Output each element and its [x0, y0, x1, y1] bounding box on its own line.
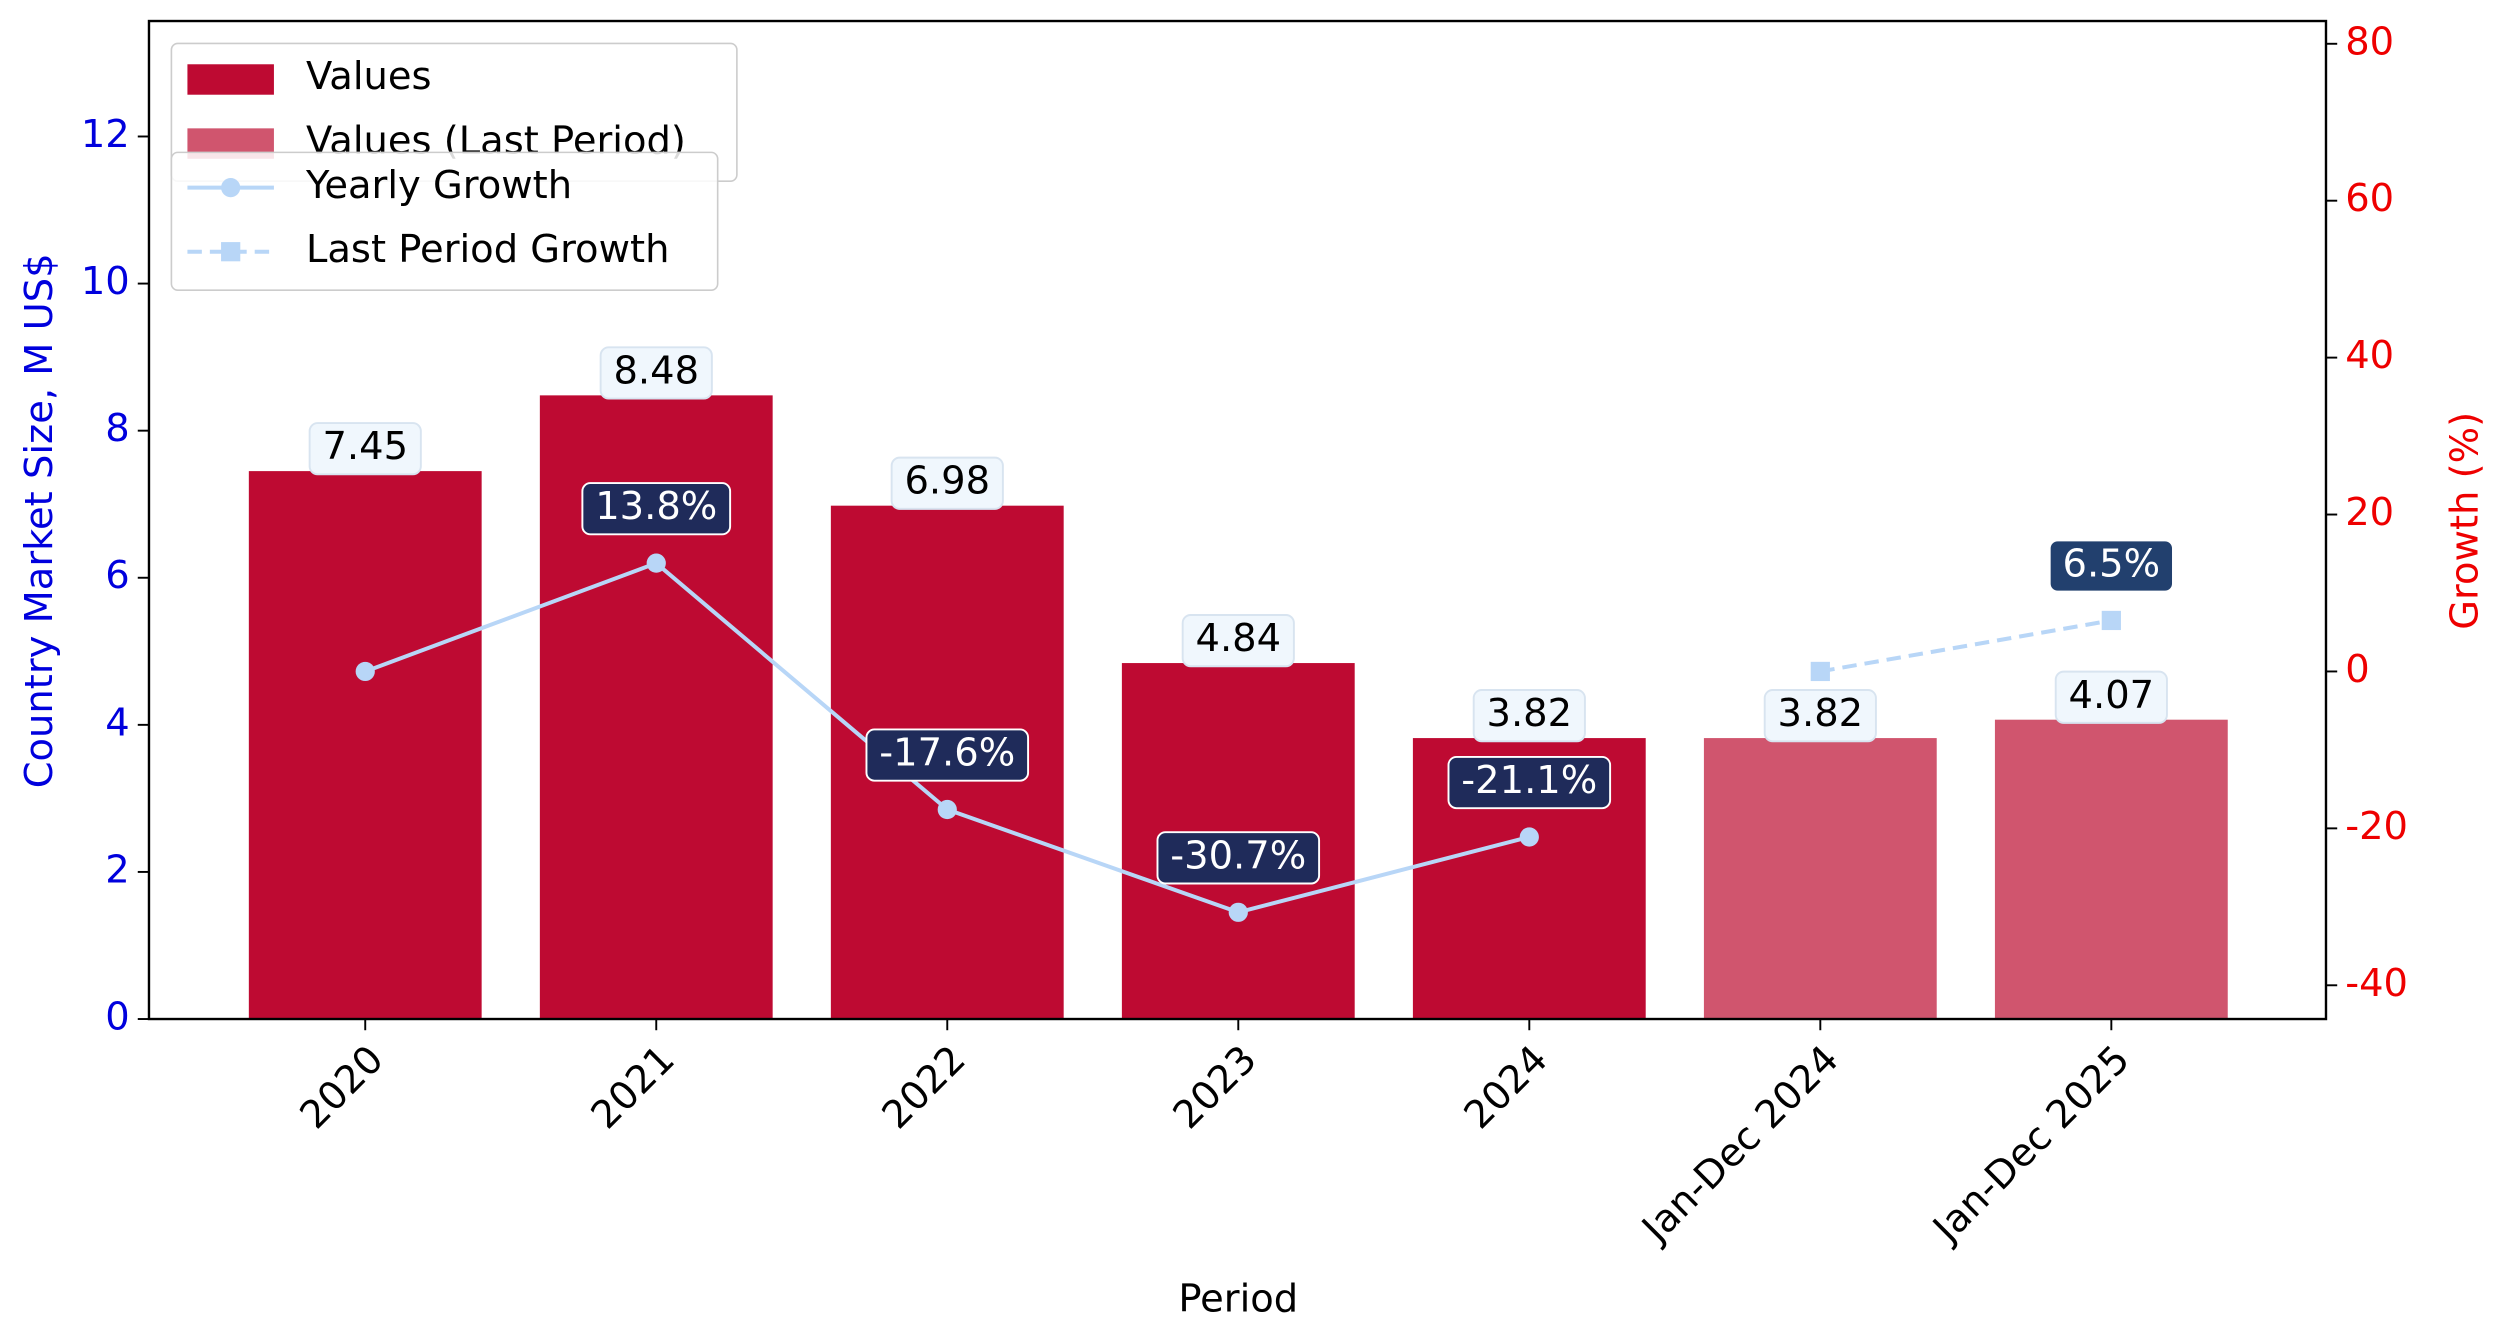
- bar: [1703, 738, 1937, 1020]
- data-label: 6.98: [890, 456, 1004, 510]
- x-axis-label: Period: [1178, 1276, 1298, 1321]
- label-box: [1447, 755, 1612, 810]
- marker: [1519, 827, 1539, 847]
- y-tick-label: 4: [105, 700, 129, 745]
- data-label-text: 6.5%: [2063, 541, 2161, 586]
- data-label: 8.48: [599, 346, 713, 400]
- legend-label: Values: [306, 54, 432, 99]
- data-label-text: 3.82: [1487, 691, 1573, 736]
- data-label: -30.7%: [1156, 831, 1321, 885]
- data-label-text: 6.98: [904, 459, 990, 504]
- marker: [2101, 610, 2121, 631]
- legend-swatch: [187, 64, 274, 95]
- data-label-text: -30.7%: [1170, 833, 1306, 878]
- y-tick-label: 2: [105, 847, 129, 892]
- data-label: 13.8%: [581, 482, 732, 536]
- data-label-text: 13.8%: [595, 484, 717, 529]
- marker: [355, 661, 375, 682]
- data-label-text: -17.6%: [879, 731, 1015, 776]
- data-label: 3.82: [1472, 689, 1586, 743]
- data-label-text: 7.45: [322, 424, 408, 469]
- label-box: [865, 728, 1030, 782]
- data-label: 6.5%: [2048, 539, 2174, 593]
- data-label: -21.1%: [1447, 755, 1612, 810]
- marker: [937, 799, 957, 820]
- label-box: [2048, 539, 2174, 593]
- y2-tick-label: 20: [2345, 490, 2394, 535]
- label-box: [599, 346, 713, 400]
- y2-tick-label: 0: [2345, 647, 2369, 692]
- y2-tick-label: 80: [2345, 19, 2394, 64]
- y2-tick-label: 60: [2345, 176, 2394, 221]
- legend-label: Last Period Growth: [306, 227, 669, 272]
- data-label-text: 4.07: [2069, 673, 2155, 718]
- legend-marker: [221, 242, 241, 262]
- label-box: [308, 422, 422, 476]
- bar: [248, 471, 482, 1020]
- label-box: [1763, 689, 1877, 743]
- y-tick-label: 0: [105, 995, 129, 1040]
- marker: [646, 553, 666, 573]
- label-box: [1181, 614, 1295, 668]
- label-box: [890, 456, 1004, 510]
- y-tick-label: 8: [105, 406, 129, 451]
- label-box: [1472, 689, 1586, 743]
- data-label-text: -21.1%: [1461, 758, 1597, 803]
- marker: [1810, 661, 1830, 682]
- y-tick-label: 10: [81, 259, 130, 304]
- label-box: [2054, 670, 2168, 724]
- data-label: 4.84: [1181, 614, 1295, 668]
- bar: [1994, 719, 2228, 1020]
- data-label-text: 4.84: [1195, 616, 1281, 661]
- legend-label: Yearly Growth: [305, 163, 572, 208]
- y2-tick-label: -20: [2345, 804, 2408, 849]
- data-label: 7.45: [308, 422, 422, 476]
- label-box: [581, 482, 732, 536]
- legend-box: [170, 151, 719, 291]
- y-tick-label: 12: [81, 112, 130, 157]
- marker: [1228, 902, 1248, 922]
- y-axis-label: Country Market Size, M US$: [17, 253, 62, 788]
- line: [1819, 618, 2112, 674]
- y-tick-label: 6: [105, 553, 129, 598]
- legend-marker: [221, 178, 241, 198]
- data-label: 4.07: [2054, 670, 2168, 724]
- plot-frame: [147, 19, 2328, 1021]
- y2-tick-label: -40: [2345, 961, 2408, 1006]
- label-box: [1156, 831, 1321, 885]
- data-label: -17.6%: [865, 728, 1030, 782]
- data-label-text: 8.48: [613, 348, 699, 393]
- data-label: 3.82: [1763, 689, 1877, 743]
- y2-axis-label: Growth (%): [2442, 412, 2487, 630]
- data-label-text: 3.82: [1778, 691, 1864, 736]
- y2-tick-label: 40: [2345, 333, 2394, 378]
